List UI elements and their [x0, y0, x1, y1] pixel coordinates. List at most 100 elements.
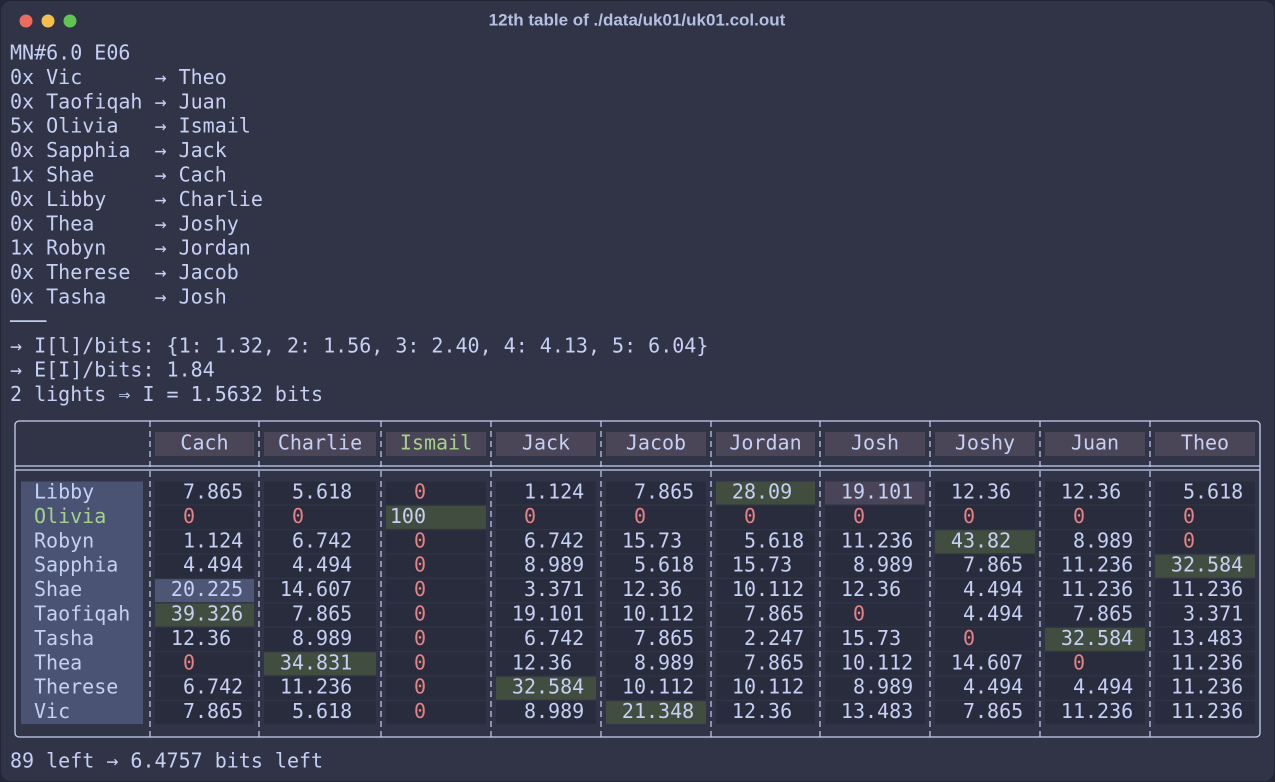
cell-background — [1045, 481, 1145, 505]
cell-value: 7.865 — [963, 553, 1023, 577]
cell-background — [935, 627, 1035, 651]
cell-value: 12.36 — [622, 577, 682, 601]
minimize-button[interactable] — [41, 14, 55, 28]
cell-background — [1045, 603, 1145, 627]
cell-background — [935, 505, 1035, 529]
cell-value: 12.36 — [951, 480, 1011, 504]
output-line: 0x Libby → Charlie — [10, 187, 263, 211]
cell-value: 11.236 — [1061, 553, 1133, 577]
cell-background — [825, 652, 925, 676]
cell-background — [155, 579, 254, 603]
cell-background — [496, 627, 596, 651]
cell-value: 14.607 — [280, 577, 352, 601]
maximize-button[interactable] — [63, 14, 77, 28]
column-header-background — [1155, 432, 1255, 456]
cell-value: 11.236 — [280, 675, 352, 699]
cell-value: 7.865 — [744, 650, 804, 674]
cell-background — [155, 530, 254, 554]
cell-background — [264, 676, 376, 700]
column-header-background — [825, 432, 925, 456]
cell-background — [935, 676, 1035, 700]
cell-background — [155, 652, 254, 676]
column-header-background — [155, 432, 254, 456]
cell-background — [606, 530, 706, 554]
cell-value: 5.618 — [634, 553, 694, 577]
cell-background — [716, 676, 815, 700]
footer-line: 89 left → 6.4757 bits left — [10, 749, 323, 773]
cell-background — [1155, 481, 1255, 505]
column-header: Cach — [180, 431, 228, 455]
row-label: Robyn — [34, 528, 94, 552]
cell-background — [155, 505, 254, 529]
cell-background — [606, 627, 706, 651]
cell-value: 100 — [390, 504, 426, 528]
cell-value: 0 — [414, 480, 426, 504]
column-header: Josh — [851, 431, 899, 455]
row-label: Taofiqah — [34, 602, 130, 626]
cell-background — [716, 701, 815, 725]
column-header-background — [606, 432, 706, 456]
close-button[interactable] — [19, 14, 33, 28]
row-label: Libby — [34, 480, 94, 504]
table-border — [14, 420, 1261, 738]
cell-value: 15.73 — [622, 528, 682, 552]
cell-value: 1.124 — [183, 528, 243, 552]
cell-value: 2.247 — [744, 626, 804, 650]
column-header-background — [935, 432, 1035, 456]
cell-value: 0 — [183, 650, 195, 674]
cell-background — [386, 530, 486, 554]
cell-background — [496, 530, 596, 554]
cell-background — [264, 701, 376, 725]
cell-value: 8.989 — [853, 553, 913, 577]
cell-value: 11.236 — [1171, 650, 1243, 674]
cell-background — [496, 579, 596, 603]
cell-value: 14.607 — [951, 650, 1023, 674]
output-line: → E[I]/bits: 1.84 — [10, 358, 215, 382]
cell-background — [825, 554, 925, 578]
cell-value: 15.73 — [732, 553, 792, 577]
output-line: 0x Tasha → Josh — [10, 285, 227, 309]
cell-background — [716, 530, 815, 554]
column-header: Juan — [1071, 431, 1119, 455]
cell-value: 13.483 — [841, 699, 913, 723]
row-label: Thea — [34, 650, 82, 674]
cell-value: 7.865 — [292, 602, 352, 626]
cell-background — [825, 627, 925, 651]
column-header-background — [496, 432, 596, 456]
cell-background — [606, 652, 706, 676]
cell-background — [825, 701, 925, 725]
output-line: ─── — [9, 309, 47, 333]
column-header-background — [264, 432, 376, 456]
output-line: 0x Vic → Theo — [10, 65, 227, 89]
cell-background — [386, 505, 486, 529]
cell-background — [386, 579, 486, 603]
cell-background — [825, 530, 925, 554]
cell-value: 6.742 — [524, 626, 584, 650]
cell-background — [386, 603, 486, 627]
cell-value: 0 — [634, 504, 646, 528]
column-header: Ismail — [400, 431, 472, 455]
cell-background — [1155, 627, 1255, 651]
row-label: Tasha — [34, 626, 94, 650]
cell-value: 0 — [414, 553, 426, 577]
cell-background — [386, 481, 486, 505]
cell-background — [264, 554, 376, 578]
cell-value: 6.742 — [292, 528, 352, 552]
cell-background — [264, 530, 376, 554]
cell-background — [716, 627, 815, 651]
cell-background — [1045, 701, 1145, 725]
column-header: Joshy — [955, 431, 1015, 455]
column-header: Jordan — [729, 431, 801, 455]
cell-background — [1155, 505, 1255, 529]
column-header: Theo — [1181, 431, 1229, 455]
cell-background — [825, 603, 925, 627]
cell-background — [1155, 603, 1255, 627]
cell-value: 8.989 — [1073, 528, 1133, 552]
cell-value: 4.494 — [963, 602, 1023, 626]
column-header: Charlie — [278, 431, 362, 455]
cell-value: 12.36 — [1061, 480, 1121, 504]
cell-background — [496, 701, 596, 725]
cell-value: 5.618 — [292, 699, 352, 723]
cell-background — [935, 481, 1035, 505]
